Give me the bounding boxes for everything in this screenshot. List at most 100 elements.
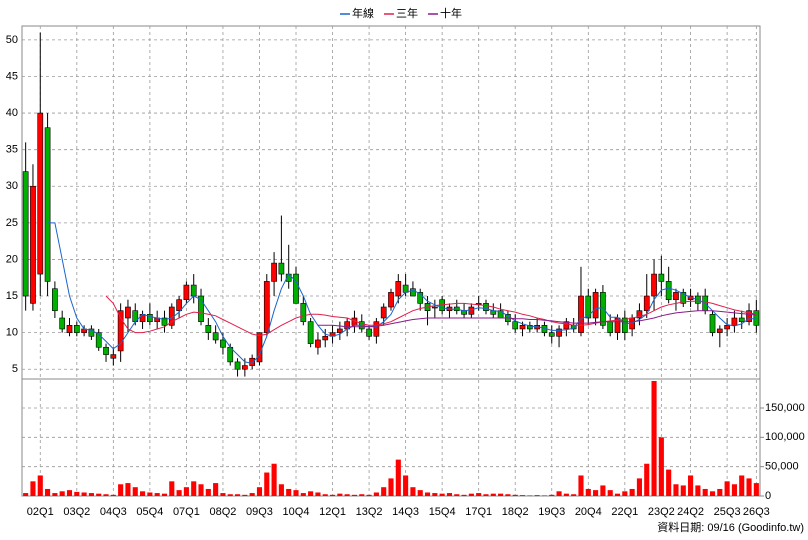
- volume-bar: [578, 475, 584, 496]
- candle-body: [673, 292, 679, 300]
- legend-label: 三年: [396, 6, 418, 20]
- candle-body: [388, 292, 394, 308]
- candle-body: [198, 295, 204, 322]
- volume-bar: [359, 494, 365, 496]
- volume-bar: [724, 481, 730, 496]
- volume-bar: [125, 483, 131, 496]
- volume-bar: [527, 495, 533, 496]
- y-tick-label: 45: [6, 70, 18, 82]
- x-tick-label: 26Q3: [743, 506, 770, 518]
- candle-body: [293, 273, 299, 304]
- volume-bar: [658, 437, 664, 496]
- x-tick-label: 03Q2: [63, 506, 90, 518]
- candle-body: [95, 332, 102, 348]
- volume-bar: [490, 493, 496, 496]
- plot-frame: [21, 25, 761, 497]
- candle-body: [263, 281, 270, 333]
- candle-body: [380, 306, 387, 319]
- volume-bar: [468, 493, 474, 496]
- candle-body: [585, 295, 592, 319]
- volume-bar: [702, 488, 708, 496]
- candle-body: [724, 325, 730, 330]
- volume-bar: [483, 494, 489, 496]
- volume-bar: [315, 492, 321, 496]
- volume-bar: [183, 487, 189, 496]
- volume-bar: [585, 488, 591, 496]
- candle-body: [117, 310, 124, 352]
- y-tick-label: 25: [6, 217, 18, 229]
- volume-bar: [739, 475, 745, 496]
- volume-bar: [308, 491, 314, 496]
- volume-bar: [381, 487, 387, 496]
- y-tick-label: 15: [6, 290, 18, 302]
- candle-body: [592, 292, 599, 319]
- candle-body: [300, 303, 307, 322]
- volume-bar: [140, 491, 146, 496]
- candle-body: [526, 325, 533, 330]
- candle-body: [103, 346, 109, 355]
- volume-bar: [454, 494, 460, 496]
- volume-bar: [571, 494, 577, 496]
- volume-bar: [176, 490, 182, 496]
- candle-body: [578, 295, 584, 333]
- x-tick-label: 20Q4: [575, 506, 602, 518]
- candle-body: [417, 292, 424, 304]
- volume-bar: [234, 494, 241, 496]
- x-tick-label: 17Q1: [465, 506, 492, 518]
- volume-bar: [205, 488, 211, 496]
- volume-bar: [96, 493, 102, 496]
- volume-bar: [118, 484, 124, 496]
- volume-bar: [461, 494, 467, 496]
- volume-bar: [556, 491, 562, 496]
- y-tick-label: 50: [6, 34, 18, 46]
- candle-body: [519, 325, 526, 330]
- volume-bar: [322, 494, 328, 496]
- candle-body: [220, 339, 226, 348]
- volume-bar: [264, 472, 270, 496]
- candle-body: [59, 317, 66, 330]
- candle-body: [658, 273, 665, 282]
- volume-bar: [66, 490, 73, 496]
- candle-body: [709, 314, 716, 333]
- candle-body: [22, 171, 29, 297]
- candle-body: [738, 317, 745, 322]
- volume-bar: [446, 493, 453, 496]
- y2-tick-label: 100,000: [765, 431, 805, 443]
- volume-bar: [81, 492, 87, 496]
- candle-body: [512, 321, 519, 330]
- volume-bar: [505, 494, 511, 496]
- candle-body: [468, 306, 475, 315]
- candle-body: [600, 292, 606, 326]
- volume-bar: [300, 493, 306, 496]
- volume-bar: [45, 488, 51, 496]
- volume-bar: [644, 463, 650, 496]
- candle-body: [322, 335, 329, 341]
- volume-bar: [271, 463, 277, 496]
- candle-body: [125, 306, 131, 319]
- candle-body: [30, 185, 36, 304]
- candle-body: [271, 262, 277, 282]
- candle-body: [73, 325, 80, 333]
- volume-bar: [351, 494, 358, 496]
- y2-tick-label: 150,000: [765, 402, 805, 414]
- candle-body: [66, 325, 73, 333]
- candle-body: [607, 321, 614, 333]
- volume-bar: [717, 488, 723, 496]
- volume-bar: [666, 469, 672, 496]
- y2-tick-label: 0: [765, 490, 771, 502]
- volume-bar: [519, 495, 526, 496]
- candle-body: [373, 321, 380, 337]
- volume-bar: [432, 493, 438, 496]
- x-tick-label: 22Q1: [611, 506, 638, 518]
- candle-body: [563, 321, 570, 330]
- volume-bar: [88, 493, 94, 496]
- volume-bar: [607, 490, 613, 496]
- candle-body: [278, 262, 285, 275]
- x-tick-label: 09Q3: [246, 506, 273, 518]
- volume-bar: [191, 481, 197, 496]
- volume-bar: [622, 491, 628, 496]
- volume-bar: [344, 494, 350, 496]
- x-tick-label: 10Q4: [283, 506, 310, 518]
- volume-bar: [249, 493, 255, 496]
